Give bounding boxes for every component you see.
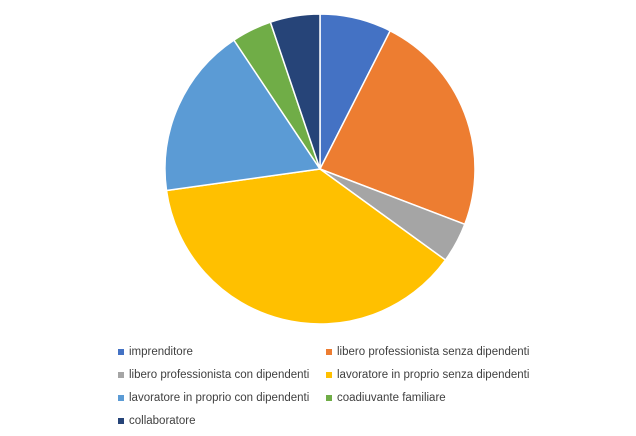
legend-swatch [326,371,332,378]
legend-label: lavoratore in proprio senza dipendenti [337,368,530,381]
legend-item-2: libero professionista senza dipendenti [326,343,558,360]
pie-slice-7 [269,13,321,170]
legend-swatch [326,348,332,355]
legend-swatch [118,417,124,424]
pie-slice-2 [318,29,476,226]
legend-item-1: imprenditore [118,343,326,360]
legend-label: libero professionista senza dipendenti [337,345,530,358]
legend-swatch [326,394,332,401]
legend-item-3: libero professionista con dipendenti [118,366,326,383]
legend-label: coadiuvante familiare [337,391,446,404]
legend-swatch [118,348,124,355]
legend-label: collaboratore [129,414,196,427]
legend-label: libero professionista con dipendenti [129,368,310,381]
legend-swatch [118,371,124,378]
legend-item-5: lavoratore in proprio con dipendenti [118,389,326,406]
legend-item-7: collaboratore [118,412,326,429]
pie-slice-4 [165,168,447,325]
legend-item-6: coadiuvante familiare [326,389,558,406]
legend-item-4: lavoratore in proprio senza dipendenti [326,366,558,383]
legend-label: lavoratore in proprio con dipendenti [129,391,310,404]
legend-swatch [118,394,124,401]
legend: imprenditore libero professionista senza … [118,343,558,429]
pie-slice-5 [164,39,322,192]
legend-label: imprenditore [129,345,193,358]
pie-plot-area [164,13,476,325]
